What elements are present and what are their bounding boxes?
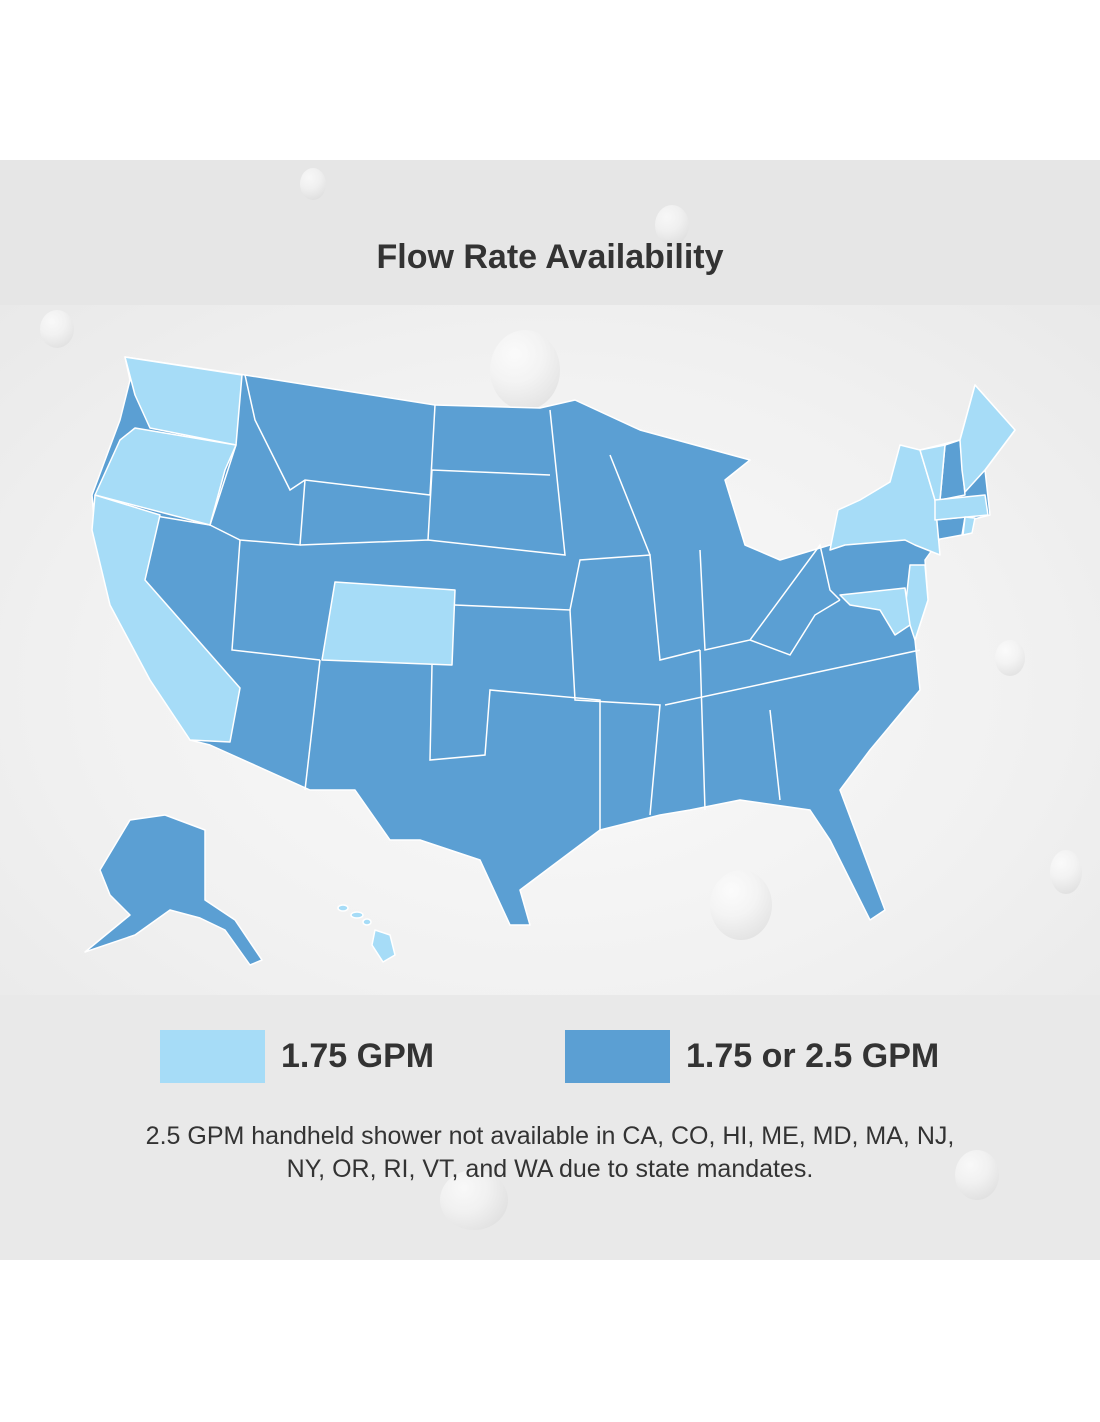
state-borders (149, 374, 921, 830)
state-maine (959, 384, 1016, 493)
water-drop (955, 1150, 999, 1200)
state-massachusetts (934, 494, 989, 521)
state-hawaii-island (337, 904, 349, 912)
water-drop (40, 310, 74, 348)
state-alaska (84, 814, 263, 966)
water-drop (440, 1170, 508, 1230)
contiguous-us (91, 356, 1016, 926)
legend-label: 1.75 or 2.5 GPM (686, 1037, 940, 1075)
water-drop (490, 330, 560, 410)
water-drop (655, 205, 689, 245)
state-colorado (321, 581, 456, 666)
legend-swatch-dark (565, 1030, 670, 1083)
water-drop (1050, 850, 1082, 894)
state-hawaii (371, 929, 396, 963)
legend-swatch-light (160, 1030, 265, 1083)
footnote-line: 2.5 GPM handheld shower not available in… (145, 1122, 955, 1150)
water-drop (710, 870, 772, 940)
state-washington (124, 356, 243, 446)
state-maryland (839, 587, 911, 636)
state-connecticut (934, 516, 966, 541)
page-title: Flow Rate Availability (376, 238, 724, 276)
state-oregon (94, 427, 237, 526)
legend-item-dark: 1.75 or 2.5 GPM (565, 1030, 939, 1083)
state-california (91, 494, 241, 743)
water-drop (300, 168, 326, 200)
state-rhode-island (962, 516, 976, 536)
title-band (0, 160, 1100, 305)
legend-label: 1.75 GPM (281, 1037, 435, 1075)
footnote: 2.5 GPM handheld shower not available in… (50, 1120, 1050, 1186)
legend-item-light: 1.75 GPM (160, 1030, 434, 1083)
footnote-line: NY, OR, RI, VT, and WA due to state mand… (286, 1155, 814, 1183)
state-new-york (829, 444, 941, 556)
state-hawaii-island (362, 918, 372, 926)
water-drop (995, 640, 1025, 676)
state-hawaii-island (350, 911, 364, 919)
